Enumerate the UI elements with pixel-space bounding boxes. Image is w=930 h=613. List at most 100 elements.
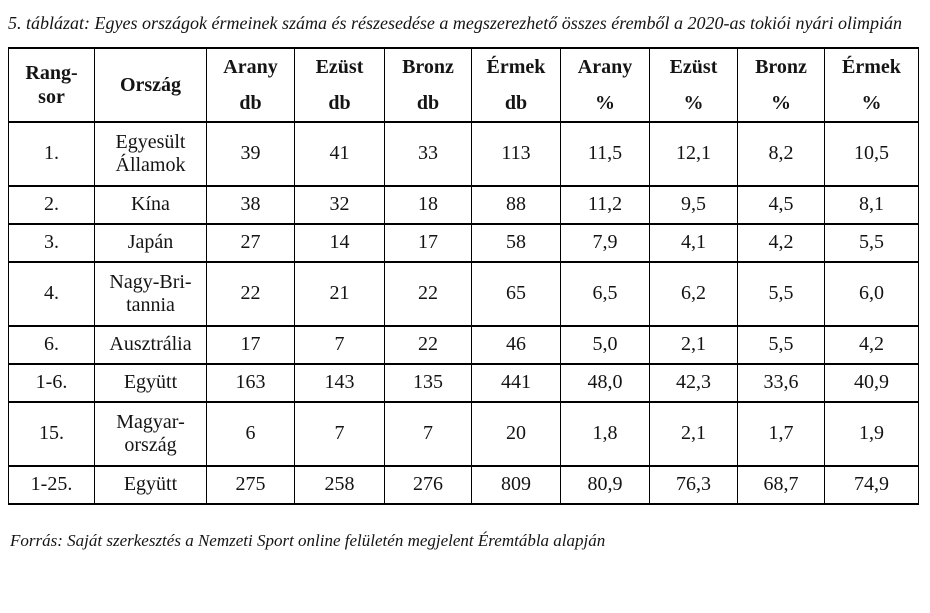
value-cell: 5,5 (824, 222, 919, 263)
value-cell: 22 (384, 324, 472, 365)
value-cell: 33 (384, 120, 472, 187)
value-cell: 11,2 (560, 184, 650, 225)
header-cell: Érmek% (824, 46, 919, 123)
value-cell: 113 (471, 120, 561, 187)
header-cell: Arany db (206, 46, 295, 123)
value-cell: 80,9 (560, 464, 650, 505)
value-cell: 48,0 (560, 362, 650, 403)
value-cell: 11,5 (560, 120, 650, 187)
value-cell: 8,2 (737, 120, 825, 187)
header-label: Rang- sor (25, 61, 78, 108)
table-row: 2. Kína 38 32 18 88 11,2 9,5 4,5 8,1 (8, 184, 919, 225)
value-cell: 143 (294, 362, 385, 403)
value-cell: 2,1 (649, 400, 738, 467)
table-row: 1. Egyesült Államok 39 41 33 113 11,5 12,1 8,2 10… (8, 120, 919, 187)
value-cell: 27 (206, 222, 295, 263)
value-cell: 275 (206, 464, 295, 505)
value-cell: 17 (384, 222, 472, 263)
header-cell: Arany% (560, 46, 650, 123)
value-cell: 5,5 (737, 260, 825, 327)
header-label: Ország (119, 73, 182, 96)
header-label: Érmek (486, 56, 546, 79)
rank-cell: 6. (8, 324, 95, 365)
header-cell: Ezüst% (649, 46, 738, 123)
header-unit: db (504, 92, 528, 115)
value-cell: 1,7 (737, 400, 825, 467)
value-cell: 14 (294, 222, 385, 263)
value-cell: 39 (206, 120, 295, 187)
rank-cell: 4. (8, 260, 95, 327)
value-cell: 6,5 (560, 260, 650, 327)
value-cell: 7,9 (560, 222, 650, 263)
value-cell: 42,3 (649, 362, 738, 403)
country-cell: Együtt (94, 464, 207, 505)
header-row: Rang- sor Ország Arany db Ezüst db Bronz db Érme… (8, 46, 919, 123)
table-row: 15. Magyar- ország 6 7 7 20 1,8 2,1 1,7 1,9 (8, 400, 919, 467)
value-cell: 68,7 (737, 464, 825, 505)
header-unit: % (771, 92, 791, 115)
value-cell: 46 (471, 324, 561, 365)
value-cell: 276 (384, 464, 472, 505)
value-cell: 2,1 (649, 324, 738, 365)
header-unit: db (239, 92, 262, 115)
header-cell: Ország (94, 46, 207, 123)
value-cell: 1,8 (560, 400, 650, 467)
value-cell: 135 (384, 362, 472, 403)
header-label: Bronz (402, 56, 454, 79)
country-cell: Kína (94, 184, 207, 225)
rank-cell: 2. (8, 184, 95, 225)
header-label: Bronz (755, 56, 807, 79)
value-cell: 5,0 (560, 324, 650, 365)
country-cell: Ausztrália (94, 324, 207, 365)
value-cell: 38 (206, 184, 295, 225)
header-unit: % (683, 92, 704, 115)
header-label: Arany (223, 56, 278, 79)
value-cell: 41 (294, 120, 385, 187)
header-unit: db (416, 92, 440, 115)
header-cell: Rang- sor (8, 46, 95, 123)
value-cell: 4,1 (649, 222, 738, 263)
header-cell: Bronz db (384, 46, 472, 123)
country-cell: Egyesült Államok (94, 120, 207, 187)
table-row: 1-6. Együtt 163 143 135 441 48,0 42,3 33,6 40,9 (8, 362, 919, 403)
rank-cell: 1-6. (8, 362, 95, 403)
value-cell: 7 (294, 324, 385, 365)
value-cell: 6 (206, 400, 295, 467)
table-row: 3. Japán 27 14 17 58 7,9 4,1 4,2 5,5 (8, 222, 919, 263)
value-cell: 58 (471, 222, 561, 263)
value-cell: 33,6 (737, 362, 825, 403)
header-unit: % (861, 92, 882, 115)
value-cell: 40,9 (824, 362, 919, 403)
value-cell: 10,5 (824, 120, 919, 187)
value-cell: 88 (471, 184, 561, 225)
country-cell: Együtt (94, 362, 207, 403)
value-cell: 441 (471, 362, 561, 403)
medals-table: Rang- sor Ország Arany db Ezüst db Bronz db Érme… (8, 46, 919, 505)
value-cell: 18 (384, 184, 472, 225)
value-cell: 74,9 (824, 464, 919, 505)
header-cell: Ezüst db (294, 46, 385, 123)
table-caption: 5. táblázat: Egyes országok érmeinek szá… (8, 13, 903, 33)
table-row: 4. Nagy-Bri- tannia 22 21 22 65 6,5 6,2 5,5 6,0 (8, 260, 919, 327)
rank-cell: 1-25. (8, 464, 95, 505)
header-label: Ezüst (669, 56, 718, 79)
source-note: Forrás: Saját szerkesztés a Nemzeti Spor… (10, 530, 606, 550)
value-cell: 809 (471, 464, 561, 505)
value-cell: 22 (206, 260, 295, 327)
header-cell: Bronz% (737, 46, 825, 123)
table-row: 6. Ausztrália 17 7 22 46 5,0 2,1 5,5 4,2 (8, 324, 919, 365)
value-cell: 21 (294, 260, 385, 327)
value-cell: 9,5 (649, 184, 738, 225)
value-cell: 4,2 (824, 324, 919, 365)
country-cell: Japán (94, 222, 207, 263)
value-cell: 32 (294, 184, 385, 225)
value-cell: 6,0 (824, 260, 919, 327)
value-cell: 258 (294, 464, 385, 505)
header-label: Érmek (842, 56, 901, 79)
rank-cell: 1. (8, 120, 95, 187)
header-unit: % (595, 92, 615, 115)
table-body: 1. Egyesült Államok 39 41 33 113 11,5 12,1 8,2 10… (8, 120, 919, 505)
header-unit: db (328, 92, 351, 115)
value-cell: 1,9 (824, 400, 919, 467)
